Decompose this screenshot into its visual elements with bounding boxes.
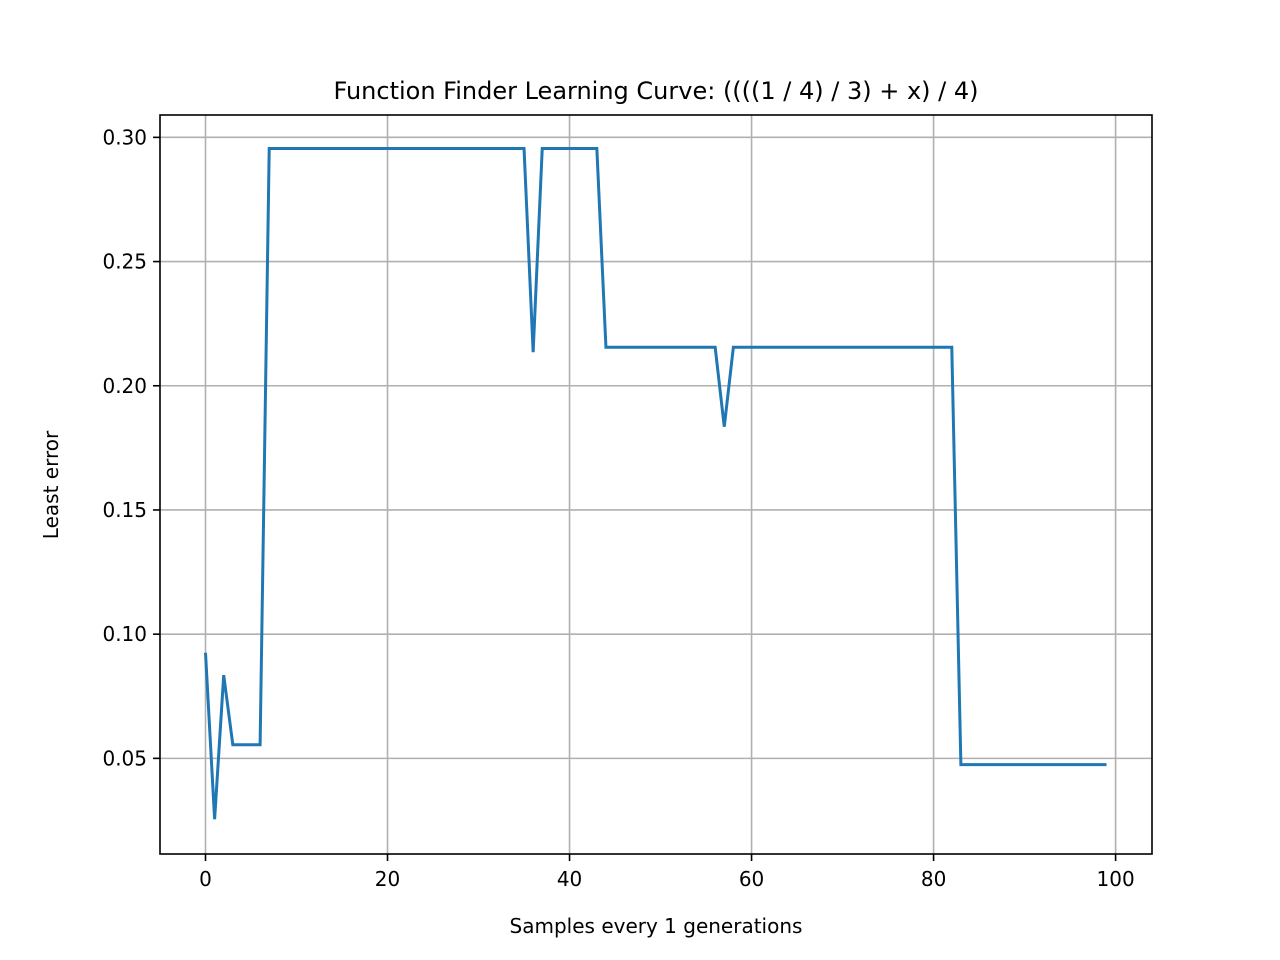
- x-tick-label: 80: [921, 867, 946, 891]
- x-tick-label: 60: [739, 867, 764, 891]
- x-axis-label: Samples every 1 generations: [510, 914, 803, 938]
- x-tick-label: 40: [557, 867, 582, 891]
- x-tick-label: 0: [199, 867, 212, 891]
- chart-title: Function Finder Learning Curve: ((((1 / …: [333, 77, 978, 105]
- x-tick-label: 20: [375, 867, 400, 891]
- x-axis: 0 20 40 60 80 100: [199, 854, 1135, 891]
- grid: [160, 115, 1152, 854]
- series-layer: [204, 147, 1107, 820]
- y-axis: 0.05 0.10 0.15 0.20 0.25 0.30: [102, 125, 160, 770]
- y-axis-label: Least error: [39, 430, 63, 539]
- y-tick-label: 0.05: [102, 746, 147, 770]
- plot-frame: [159, 114, 1153, 855]
- series-line: [204, 147, 1107, 820]
- x-tick-label: 100: [1097, 867, 1135, 891]
- y-tick-label: 0.15: [102, 498, 147, 522]
- y-tick-label: 0.10: [102, 622, 147, 646]
- y-tick-label: 0.25: [102, 250, 147, 274]
- y-tick-label: 0.30: [102, 125, 147, 149]
- y-tick-label: 0.20: [102, 374, 147, 398]
